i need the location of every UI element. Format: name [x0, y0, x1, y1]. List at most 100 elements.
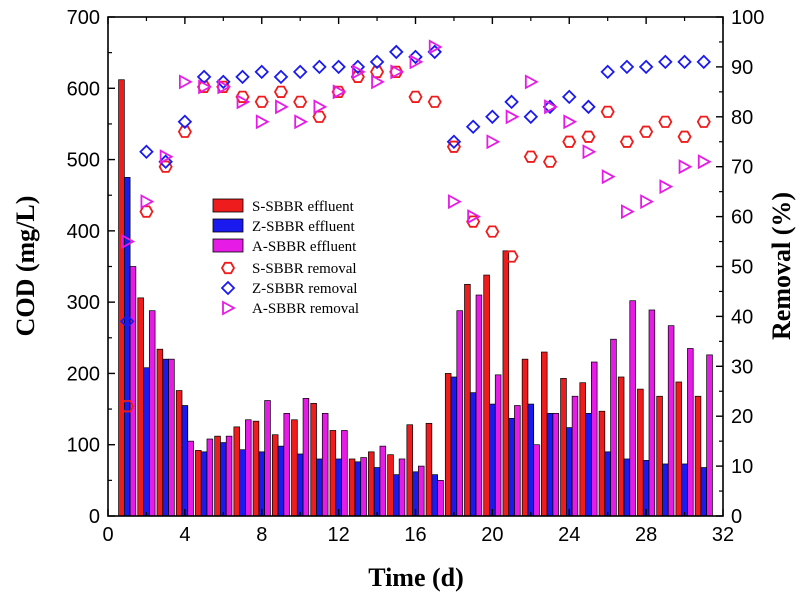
bar — [662, 463, 669, 517]
x-tick-label: 32 — [712, 524, 734, 546]
bar — [245, 419, 252, 517]
bar — [156, 348, 164, 517]
x-tick-label: 12 — [328, 524, 350, 546]
data-point — [197, 80, 212, 93]
data-point — [581, 130, 596, 143]
legend-label-z-effluent: Z-SBBR effluent — [252, 219, 355, 235]
data-point — [448, 194, 462, 210]
data-point — [504, 94, 519, 110]
bar — [206, 438, 214, 517]
bar — [341, 430, 348, 517]
data-point — [523, 109, 539, 125]
y-right-tick-label: 10 — [731, 456, 753, 478]
data-point — [408, 90, 423, 103]
bar — [527, 403, 535, 517]
data-point — [621, 204, 635, 220]
bar — [291, 419, 298, 517]
data-point — [369, 54, 385, 70]
legend-marker-z-removal — [220, 280, 236, 296]
bar — [118, 79, 125, 517]
bar — [329, 430, 337, 517]
data-point — [177, 125, 192, 138]
bar — [175, 390, 183, 517]
bar — [200, 451, 208, 517]
data-point — [619, 59, 635, 75]
data-point — [313, 99, 328, 115]
data-point — [351, 64, 366, 80]
data-point — [159, 149, 174, 165]
bar — [277, 445, 285, 517]
bar — [648, 309, 656, 517]
bar — [393, 474, 400, 517]
bar — [456, 310, 463, 517]
bar — [233, 426, 241, 517]
data-point — [427, 95, 442, 108]
data-point — [467, 209, 482, 225]
data-point — [601, 169, 616, 185]
bar — [450, 376, 458, 517]
bar — [425, 422, 433, 517]
legend-label-a-effluent: A-SBBR effluent — [252, 239, 357, 255]
y-right-tick-label: 50 — [731, 257, 753, 279]
y-left-tick-label: 300 — [67, 292, 100, 314]
legend-label-a-removal: A-SBBR removal — [252, 301, 359, 317]
bar — [252, 420, 260, 517]
bar — [489, 403, 496, 517]
markers-layer — [119, 39, 712, 413]
bar — [195, 450, 202, 517]
bar — [483, 274, 490, 517]
bar — [514, 405, 521, 517]
bar — [162, 358, 169, 517]
data-point — [465, 119, 481, 135]
data-point — [697, 154, 712, 170]
bar — [225, 435, 233, 517]
data-point — [428, 39, 443, 55]
data-point — [139, 144, 154, 160]
bar — [354, 461, 362, 517]
legend: S-SBBR effluent Z-SBBR effluent A-SBBR e… — [212, 198, 359, 317]
legend-marker-a-removal — [222, 300, 236, 316]
y-axis-right: 0 10 20 30 40 50 60 70 80 90 100 — [716, 7, 764, 528]
bar — [335, 458, 342, 517]
data-point — [640, 194, 655, 210]
data-point — [638, 59, 654, 75]
bar — [379, 445, 387, 517]
data-point — [350, 59, 366, 75]
data-point — [350, 70, 365, 83]
y-axis-left: 0 100 200 300 400 500 600 700 — [67, 7, 115, 528]
data-point — [486, 134, 501, 150]
bar — [681, 463, 688, 517]
bar — [694, 395, 702, 517]
data-point — [216, 74, 231, 90]
data-point — [446, 140, 461, 153]
bar — [214, 435, 221, 517]
data-point — [275, 99, 289, 115]
bar — [610, 338, 617, 517]
data-point — [505, 109, 520, 125]
y-right-tick-label: 80 — [731, 107, 753, 129]
data-point — [177, 114, 193, 130]
data-point — [121, 234, 136, 250]
data-point — [561, 89, 577, 105]
bar — [321, 413, 329, 517]
data-point — [254, 95, 269, 108]
y-right-tick-label: 90 — [731, 57, 753, 79]
data-point — [389, 65, 404, 78]
x-tick-label: 24 — [558, 524, 580, 546]
bar — [387, 454, 394, 517]
x-tick-label: 20 — [481, 524, 503, 546]
x-axis-title: Time (d) — [368, 563, 464, 592]
data-point — [139, 205, 154, 218]
bar — [302, 398, 310, 517]
bar — [137, 297, 144, 517]
x-tick-label: 8 — [256, 524, 267, 546]
bar — [398, 458, 406, 517]
bar — [604, 451, 611, 517]
bar — [629, 300, 636, 517]
bar — [475, 294, 483, 517]
y-left-tick-label: 100 — [67, 435, 100, 457]
bar — [123, 177, 131, 517]
data-point — [446, 134, 462, 150]
bar — [258, 451, 265, 517]
bar — [360, 457, 367, 517]
